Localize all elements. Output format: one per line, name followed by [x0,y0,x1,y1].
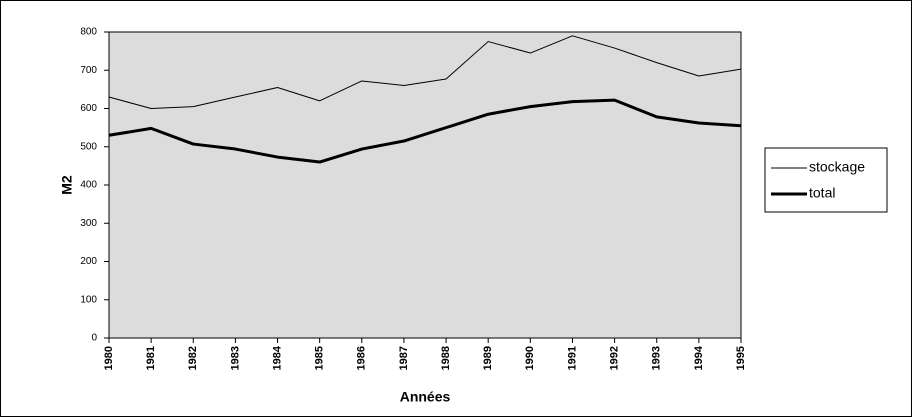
x-axis-title: Années [400,389,451,405]
x-tick-label: 1989 [482,346,494,370]
x-tick-label: 1983 [229,346,241,370]
y-tick-label: 200 [80,256,97,267]
y-tick-label: 0 [91,333,97,344]
legend-label: stockage [809,159,865,175]
line-series [108,35,742,109]
y-tick-label: 700 [80,65,97,76]
x-tick-label: 1987 [398,346,410,370]
y-tick-label: 800 [80,27,97,38]
plot-area [108,31,742,339]
x-tick-label: 1993 [651,346,663,370]
x-tick-label: 1991 [566,346,578,370]
x-tick-label: 1992 [609,346,621,370]
x-tick-label: 1985 [314,346,326,370]
y-tick-label: 600 [80,103,97,114]
y-tick-label: 500 [80,141,97,152]
x-tick-label: 1988 [440,346,452,370]
y-tick-label: 400 [80,180,97,191]
y-axis-title: M2 [59,175,75,195]
x-tick-label: 1990 [524,346,536,370]
legend-label: total [809,185,835,201]
y-tick-label: 300 [80,218,97,229]
x-tick-label: 1980 [103,346,115,370]
x-tick-label: 1982 [187,346,199,370]
legend-box [764,147,888,213]
x-tick-label: 1984 [271,345,283,370]
x-tick-label: 1995 [735,346,747,370]
x-tick-label: 1994 [693,345,705,370]
line-series [108,98,742,164]
y-tick-label: 100 [80,294,97,305]
x-tick-label: 1981 [145,346,157,370]
x-tick-label: 1986 [356,346,368,370]
